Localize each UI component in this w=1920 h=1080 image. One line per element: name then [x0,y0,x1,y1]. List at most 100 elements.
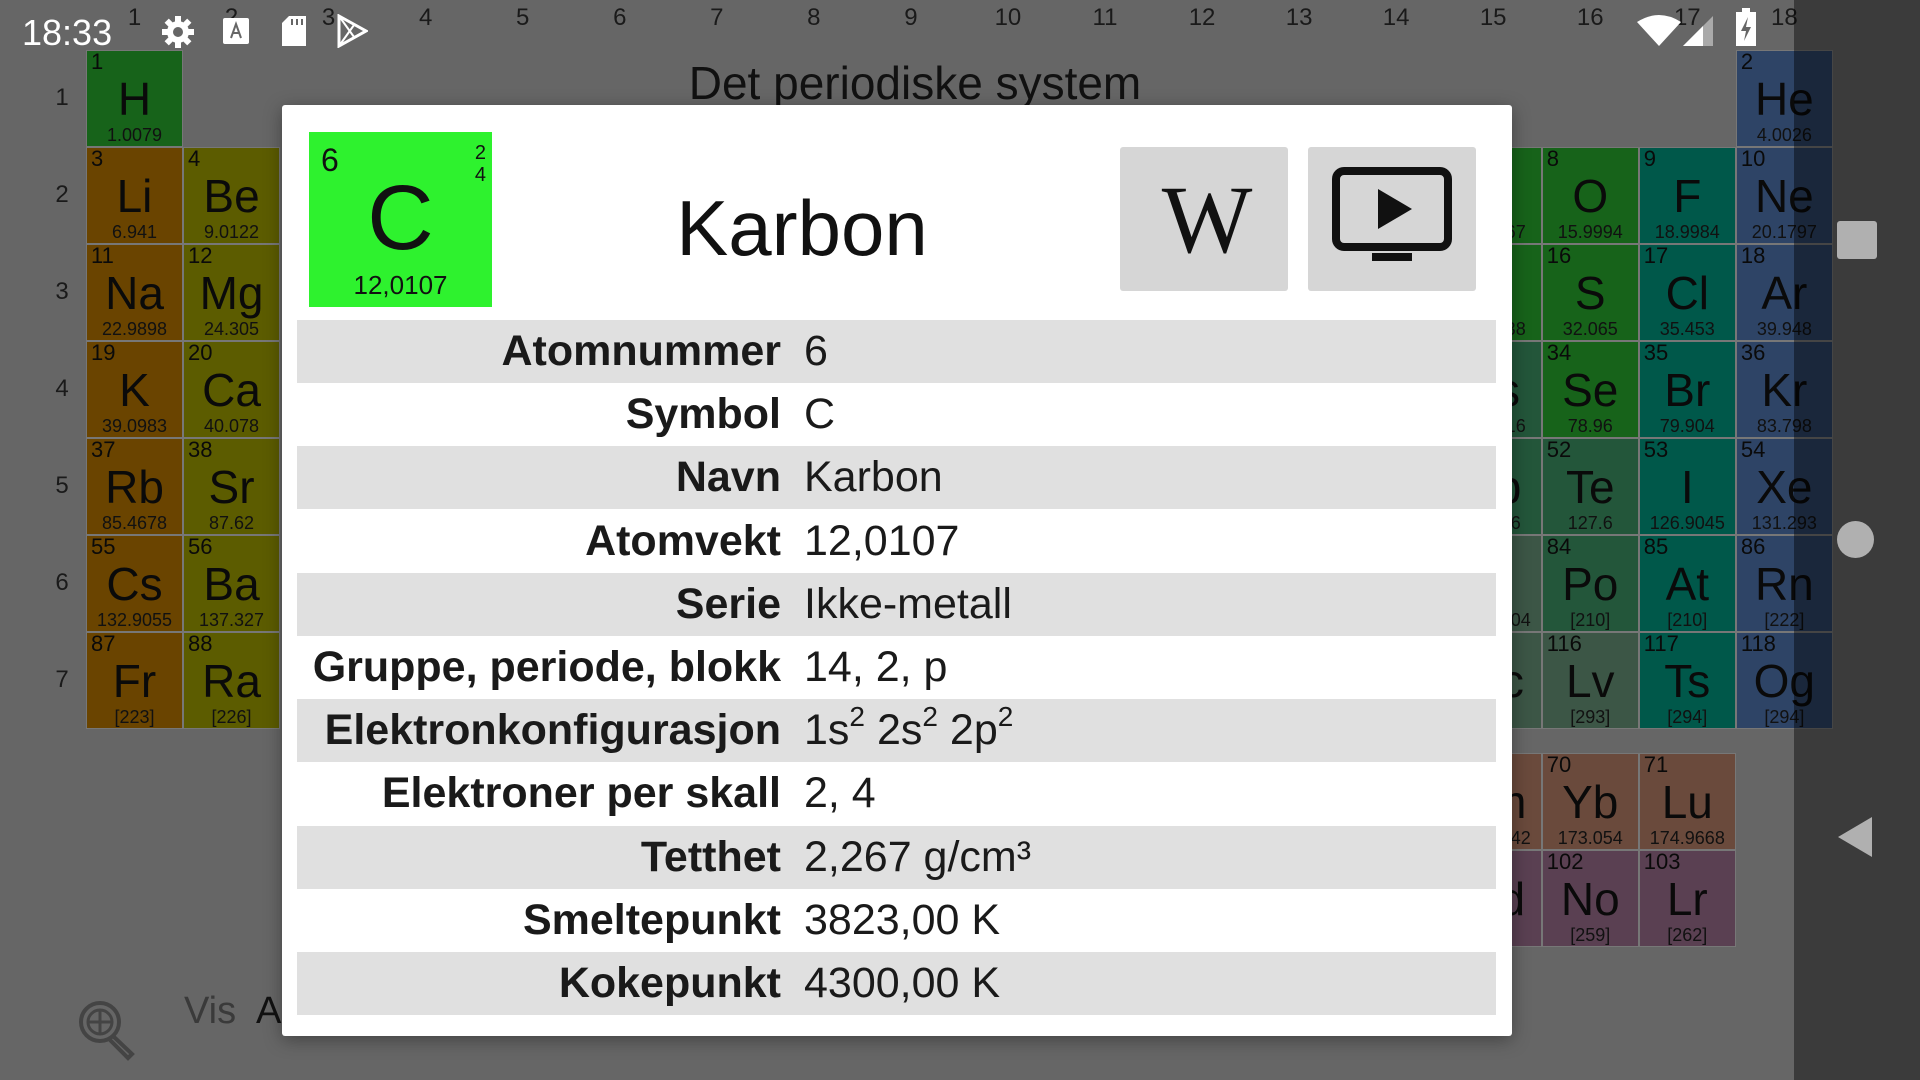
group-number: 10 [994,4,1022,31]
element-symbol: Lu [1661,776,1713,828]
group-number: 17 [1673,4,1701,31]
element-cell-ar[interactable]: 18 Ar 39.948 [1735,244,1833,341]
element-cell-xe[interactable]: 54 Xe 131.293 [1735,438,1833,535]
tv-play-icon [1332,166,1452,272]
element-cell-ne[interactable]: 10 Ne 20.1797 [1735,147,1833,244]
atomic-mass: 39.0983 [101,416,168,436]
element-cell-sr[interactable]: 38 Sr 87.62 [183,438,281,535]
period-number: 1 [55,84,69,111]
status-bar: 18:33 [0,0,1794,62]
property-label: Atomnummer [501,327,781,375]
atomic-number: 56 [188,535,213,559]
orbital-electrons: 2 [849,701,865,733]
atomic-mass: [226] [211,707,252,727]
element-symbol: Og [1753,655,1816,707]
element-cell-cs[interactable]: 55 Cs 132.9055 [86,535,183,632]
element-cell-be[interactable]: 4 Be 9.0122 [183,147,281,244]
atomic-mass: 137.327 [199,610,265,630]
element-symbol: Lr [1666,873,1708,925]
element-cell-h[interactable]: 1 H 1.0079 [86,50,183,147]
group-number: 5 [516,4,530,31]
back-triangle-icon[interactable] [1836,815,1874,864]
home-circle-icon[interactable] [1837,521,1874,558]
atomic-number: 17 [1643,244,1669,268]
element-cell-se[interactable]: 34 Se 78.96 [1541,341,1639,438]
video-button[interactable] [1308,147,1476,291]
element-cell-ts[interactable]: 117 Ts [294] [1638,632,1736,729]
orbital: 2p [949,706,998,755]
atomic-mass: [293] [1570,707,1611,727]
property-label: Symbol [625,390,781,439]
element-cell-cl[interactable]: 17 Cl 35.453 [1638,244,1736,341]
element-cell-o[interactable]: 8 O 15.9994 [1541,147,1639,244]
atomic-mass: [294] [1667,707,1708,727]
magnifier-icon[interactable] [74,996,140,1067]
atomic-number: 34 [1546,341,1572,365]
element-cell-rb[interactable]: 37 Rb 85.4678 [86,438,183,535]
atomic-number: 11 [91,244,114,268]
element-cell-he[interactable]: 2 He 4.0026 [1735,50,1833,147]
atomic-mass: 24.305 [204,319,260,339]
element-cell-no[interactable]: 102 No [259] [1541,850,1639,947]
property-row: Smeltepunkt 3823,00 K [297,889,1496,952]
element-cell-kr[interactable]: 36 Kr 83.798 [1735,341,1833,438]
tile-shell-2: 4 [474,164,486,186]
element-cell-rn[interactable]: 86 Rn [222] [1735,535,1833,632]
atomic-number: 70 [1546,753,1572,777]
property-row: Elektronkonfigurasjon 1s2 2s2 2p2 [297,699,1496,763]
group-number: 11 [1092,4,1118,31]
element-cell-lr[interactable]: 103 Lr [262] [1638,850,1736,947]
atomic-number: 103 [1643,850,1681,874]
atomic-mass: 174.9668 [1649,828,1725,848]
element-cell-po[interactable]: 84 Po [210] [1541,535,1639,632]
atomic-number: 38 [188,438,213,462]
element-cell-na[interactable]: 11 Na 22.9898 [86,244,183,341]
group-number: 15 [1479,4,1507,31]
property-value: 6 [804,327,828,375]
element-symbol: O [1572,170,1609,222]
atomic-mass: 4.0026 [1756,125,1812,145]
element-cell-te[interactable]: 52 Te 127.6 [1541,438,1639,535]
element-cell-br[interactable]: 35 Br 79.904 [1638,341,1736,438]
element-cell-ra[interactable]: 88 Ra [226] [183,632,281,729]
property-label: Serie [675,579,781,628]
property-row: Gruppe, periode, blokk 14, 2, p [297,636,1496,699]
group-number: 13 [1285,4,1313,31]
element-cell-i[interactable]: 53 I 126.9045 [1638,438,1736,535]
element-symbol: Mg [199,267,264,319]
element-cell-f[interactable]: 9 F 18.9984 [1638,147,1736,244]
element-cell-at[interactable]: 85 At [210] [1638,535,1736,632]
atomic-mass: 9.0122 [204,222,260,242]
view-option-label[interactable]: A [256,990,282,1032]
element-symbol: S [1574,267,1606,319]
element-cell-fr[interactable]: 87 Fr [223] [86,632,183,729]
element-cell-mg[interactable]: 12 Mg 24.305 [183,244,281,341]
element-cell-s[interactable]: 16 S 32.065 [1541,244,1639,341]
atomic-mass: 126.9045 [1649,513,1725,533]
element-cell-ba[interactable]: 56 Ba 137.327 [183,535,281,632]
element-cell-ca[interactable]: 20 Ca 40.078 [183,341,281,438]
element-symbol: Li [116,170,153,222]
vis-label[interactable]: Vis [184,990,237,1032]
element-cell-lv[interactable]: 116 Lv [293] [1541,632,1639,729]
element-cell-k[interactable]: 19 K 39.0983 [86,341,183,438]
property-value: Karbon [804,453,943,502]
element-symbol: Sr [208,461,255,513]
recents-square-icon[interactable] [1837,221,1877,259]
sd-card-icon [281,15,307,52]
element-cell-lu[interactable]: 71 Lu 174.9668 [1638,753,1736,850]
cell-signal-icon [1683,12,1715,53]
element-cell-yb[interactable]: 70 Yb 173.054 [1541,753,1639,850]
period-number: 3 [55,278,69,305]
element-cell-li[interactable]: 3 Li 6.941 [86,147,183,244]
element-cell-og[interactable]: 118 Og [294] [1735,632,1833,729]
keyboard-a-icon [223,16,249,51]
property-row: Serie Ikke-metall [297,572,1496,636]
element-symbol: At [1665,558,1710,610]
atomic-number: 87 [91,632,116,656]
atomic-number: 85 [1643,535,1669,559]
group-number: 7 [710,4,724,31]
wikipedia-button[interactable]: W [1120,147,1288,291]
atomic-number: 18 [1740,244,1766,268]
